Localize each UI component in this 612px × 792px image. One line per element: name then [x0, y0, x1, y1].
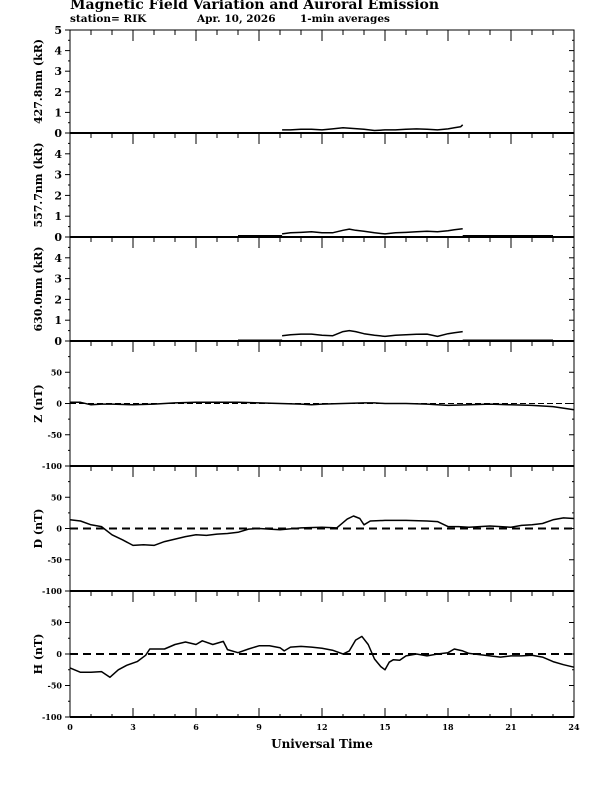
y-axis-label: 630.0nm (kR) — [32, 246, 45, 331]
y-tick-label: 0 — [56, 649, 62, 659]
y-tick-label: 0 — [56, 524, 62, 534]
x-tick-label: 6 — [193, 722, 199, 732]
y-tick-label: 3 — [54, 169, 62, 182]
series-line — [70, 401, 575, 411]
y-tick-label: 50 — [51, 492, 63, 502]
y-tick-label: 1 — [54, 106, 62, 119]
y-axis-label: 427.8nm (kR) — [32, 39, 45, 124]
y-axis-label: D (nT) — [32, 509, 45, 549]
y-tick-label: 4 — [54, 252, 62, 265]
y-tick-label: 4 — [54, 45, 62, 58]
panel-frame — [69, 29, 575, 134]
y-axis-label: Z (nT) — [32, 384, 45, 422]
x-axis-label: Universal Time — [271, 737, 373, 751]
panel-frame — [69, 132, 575, 238]
y-tick-label: -100 — [42, 712, 62, 722]
y-tick-label: -100 — [42, 586, 62, 596]
y-tick-label: -50 — [48, 430, 63, 440]
y-axis-label: H (nT) — [32, 634, 45, 675]
y-tick-label: 0 — [54, 231, 62, 244]
y-tick-label: 50 — [51, 618, 63, 628]
y-tick-label: 0 — [54, 127, 62, 140]
panel-frame — [69, 236, 575, 342]
y-tick-label: 2 — [54, 86, 62, 99]
x-tick-label: 21 — [505, 722, 516, 732]
y-tick-label: 1 — [54, 314, 62, 327]
chart-title: Magnetic Field Variation and Auroral Emi… — [70, 0, 440, 13]
y-tick-label: 0 — [54, 335, 62, 348]
y-tick-label: 50 — [51, 367, 63, 377]
series-line — [282, 124, 464, 132]
y-axis-label: 557.7nm (kR) — [32, 142, 45, 227]
x-tick-label: 15 — [379, 722, 390, 732]
x-tick-label: 12 — [316, 722, 327, 732]
x-tick-label: 18 — [442, 722, 454, 732]
series-line — [69, 635, 575, 679]
x-tick-label: 9 — [256, 722, 262, 732]
y-tick-label: -50 — [48, 681, 63, 691]
y-tick-label: 2 — [54, 293, 62, 306]
y-tick-label: -100 — [42, 461, 62, 471]
x-tick-label: 3 — [130, 722, 136, 732]
y-tick-label: 3 — [54, 273, 62, 286]
x-tick-label: 0 — [67, 722, 73, 732]
series-line — [282, 227, 463, 235]
y-tick-label: 0 — [56, 399, 62, 409]
y-tick-label: 2 — [54, 189, 62, 202]
y-tick-label: 1 — [54, 210, 62, 223]
series-line — [69, 515, 575, 547]
station-label: station= RIK — [70, 13, 147, 25]
date-label: Apr. 10, 2026 — [197, 13, 276, 25]
y-tick-label: 4 — [54, 148, 62, 161]
averaging-label: 1-min averages — [300, 13, 390, 25]
series-line — [282, 329, 463, 338]
y-tick-label: -50 — [48, 555, 63, 565]
y-tick-label: 3 — [54, 65, 62, 78]
y-tick-label: 5 — [54, 24, 62, 37]
x-tick-label: 24 — [568, 722, 580, 732]
